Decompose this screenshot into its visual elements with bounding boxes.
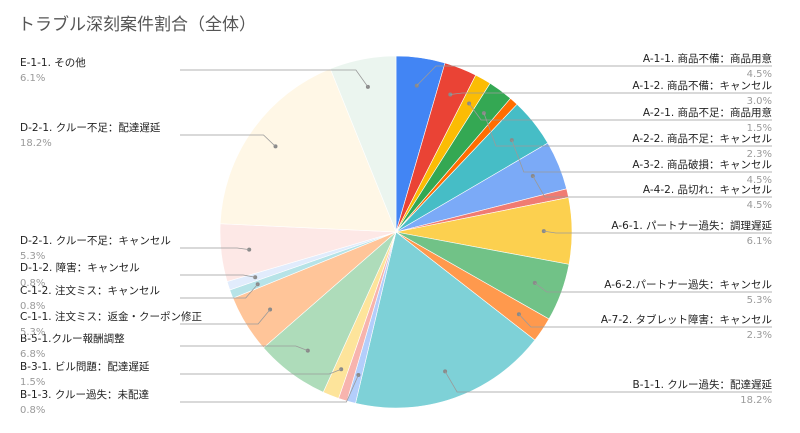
leader-line (518, 313, 772, 328)
slice-label: B-1-1. クルー過失：配達遅延 (632, 378, 772, 391)
slice-percent: 5.3% (747, 295, 772, 306)
pie-slice (355, 231, 536, 409)
leader-dot (253, 275, 258, 280)
leader-line (180, 309, 271, 325)
slice-label: B-1-3. クルー過失：未配達 (20, 388, 150, 401)
slice-label: D-2-1. クルー不足：キャンセル (20, 235, 171, 247)
leader-line (511, 139, 772, 173)
leader-line (180, 274, 256, 278)
slice-label: A-1-2. 商品不備：キャンセル (632, 79, 772, 92)
slice-label: A-4-2. 品切れ：キャンセル (643, 184, 772, 196)
leader-line (543, 230, 772, 234)
slice-label: B-5-1.クルー報酬調整 (20, 332, 125, 345)
slice-label: A-6-2.パートナー過失：キャンセル (604, 278, 772, 291)
slice-label: A-2-2. 商品不足：キャンセル (632, 132, 772, 145)
slice-percent: 0.8% (20, 301, 45, 312)
slice-label: A-1-1. 商品不備：商品用意 (643, 52, 772, 65)
chart-title: トラブル深刻案件割合（全体） (18, 14, 256, 35)
pie-slices (219, 55, 573, 409)
slice-percent: 1.5% (20, 377, 45, 388)
pie-slice (329, 55, 397, 233)
pie-slice (219, 68, 397, 233)
slice-percent: 4.5% (747, 200, 772, 211)
slice-percent: 18.2% (740, 395, 772, 406)
slice-percent: 0.8% (20, 405, 45, 416)
leader-line (180, 69, 369, 88)
slice-percent: 6.1% (20, 73, 45, 84)
leader-line (534, 282, 772, 293)
slice-label: D-2-1. クルー不足：配達遅延 (20, 122, 161, 134)
leader-line (483, 112, 772, 147)
leader-line (416, 65, 772, 86)
leader-line (180, 134, 276, 147)
slice-label: A-6-1. パートナー過失：調理遅延 (611, 219, 772, 232)
slice-percent: 6.8% (20, 349, 45, 360)
slice-percent: 2.3% (747, 149, 772, 160)
slice-label: C-1-1. 注文ミス：返金・クーポン修正 (20, 310, 202, 323)
leader-line (180, 345, 308, 351)
slice-label: E-1-1. その他 (20, 56, 86, 69)
slice-percent: 4.5% (747, 175, 772, 186)
slice-percent: 5.3% (20, 251, 45, 262)
leader-line (180, 368, 342, 375)
slice-label: C-1-2. 注文ミス：キャンセル (20, 284, 160, 297)
slice-label: A-2-1. 商品不足：商品用意 (643, 106, 772, 119)
slice-percent: 3.0% (747, 96, 772, 107)
slice-percent: 4.5% (747, 69, 772, 80)
leader-line (468, 103, 772, 121)
slice-percent: 2.3% (747, 330, 772, 341)
slice-label: A-3-2. 商品破損：キャンセル (632, 158, 772, 171)
slice-percent: 0.8% (20, 278, 45, 289)
slice-label: B-3-1. ビル問題：配達遅延 (20, 361, 150, 373)
leader-line (532, 175, 772, 198)
slice-percent: 1.5% (747, 123, 772, 134)
slice-label: A-7-2. タブレット障害：キャンセル (601, 313, 772, 326)
leader-line (180, 374, 359, 403)
slice-label: D-1-2. 障害：キャンセル (20, 261, 140, 274)
leader-line (180, 247, 250, 250)
leader-line (444, 371, 772, 393)
leader-line (180, 283, 259, 299)
leader-line (450, 92, 772, 95)
slice-percent: 6.1% (747, 236, 772, 247)
slice-percent: 5.3% (20, 327, 45, 338)
slice-percent: 18.2% (20, 138, 52, 149)
